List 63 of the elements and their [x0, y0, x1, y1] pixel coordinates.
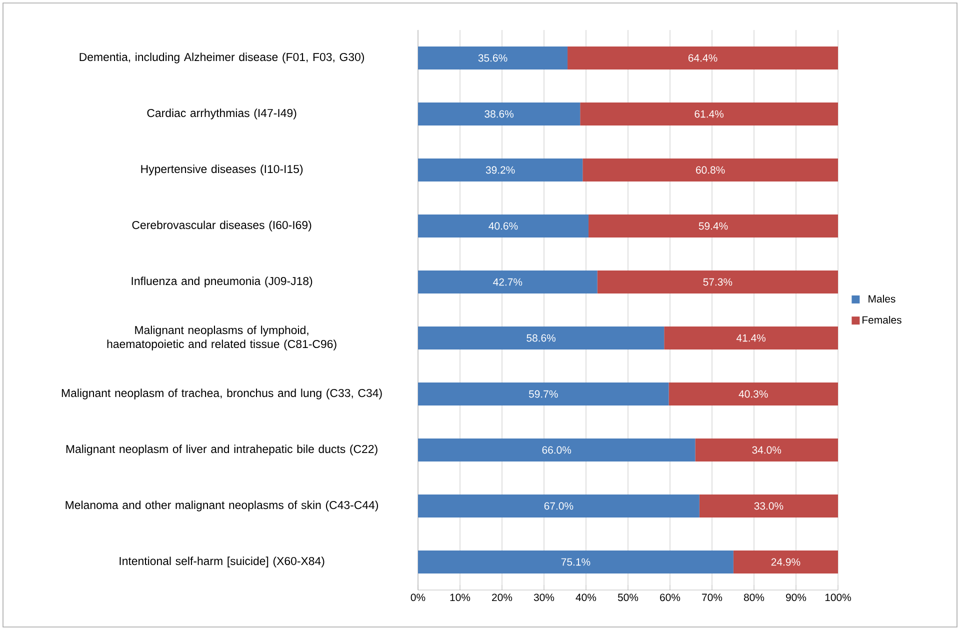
- data-label: 61.4%: [694, 110, 724, 118]
- data-label: 66.0%: [542, 446, 572, 454]
- bar: [418, 438, 696, 462]
- x-tick-label: 30%: [534, 594, 554, 602]
- data-label: 59.4%: [698, 222, 728, 230]
- data-label: 41.4%: [736, 334, 766, 342]
- bar: [418, 214, 589, 238]
- y-tick-label: Hypertensive diseases (I10-I15): [141, 164, 303, 176]
- bar: [695, 438, 838, 462]
- bar: [597, 270, 838, 294]
- data-label: 33.0%: [754, 502, 784, 510]
- bar: [418, 270, 598, 294]
- y-tick-label: Melanoma and other malignant neoplasms of skin (C43-C44): [66, 500, 378, 512]
- data-label: 42.7%: [493, 278, 522, 286]
- y-tick-label: Malignant neoplasm of trachea, bronchus and lung (C33, C34): [62, 388, 382, 400]
- x-tick-label: 40%: [576, 594, 596, 602]
- data-label: 35.6%: [478, 54, 508, 62]
- bar: [664, 326, 838, 350]
- data-label: 34.0%: [752, 446, 782, 454]
- bar: [568, 46, 838, 70]
- x-tick-label: 80%: [744, 594, 764, 602]
- bar: [699, 494, 838, 518]
- data-label: 38.6%: [484, 110, 514, 118]
- data-label: 57.3%: [703, 278, 732, 286]
- y-tick-label: Intentional self-harm [suicide] (X60-X84): [120, 556, 324, 568]
- data-label: 40.3%: [738, 390, 768, 398]
- data-label: 64.4%: [688, 54, 718, 62]
- data-label: 59.7%: [528, 390, 558, 398]
- x-tick-label: 70%: [702, 594, 722, 602]
- y-tick-label: Influenza and pneumonia (J09-J18): [132, 276, 312, 288]
- data-label: 75.1%: [561, 558, 590, 566]
- bar: [418, 550, 734, 574]
- bar: [582, 158, 838, 182]
- data-label: 60.8%: [696, 166, 725, 174]
- bar: [418, 326, 664, 350]
- bar: [588, 214, 838, 238]
- bar: [733, 550, 838, 574]
- data-label: 24.9%: [771, 558, 800, 566]
- bar: [418, 46, 568, 70]
- x-tick-label: 60%: [660, 594, 680, 602]
- bar: [668, 382, 838, 406]
- bar: [418, 158, 583, 182]
- bar: [418, 494, 700, 518]
- legend-label: Females: [862, 316, 902, 324]
- data-label: 58.6%: [526, 334, 556, 342]
- bar: [418, 102, 580, 126]
- bar: [580, 102, 838, 126]
- legend-label: Males: [868, 294, 896, 303]
- y-tick-label: Malignant neoplasm of liver and intrahepatic bile ducts (C22): [66, 444, 378, 456]
- data-label: 39.2%: [486, 166, 515, 174]
- x-tick-label: 90%: [786, 594, 806, 602]
- x-tick-label: 20%: [492, 594, 512, 602]
- x-tick-label: 0%: [410, 594, 426, 602]
- x-tick-label: 10%: [450, 594, 470, 602]
- x-tick-label: 50%: [618, 594, 638, 602]
- data-label: 40.6%: [488, 222, 518, 230]
- y-tick-label: Dementia, including Alzheimer disease (F01, F03, G30): [80, 52, 364, 64]
- bar: [418, 382, 669, 406]
- data-label: 67.0%: [544, 502, 574, 510]
- y-tick-label: Cardiac arrhythmias (I47-I49): [147, 108, 296, 120]
- y-tick-label: Malignant neoplasms of lymphoid, haematopoietic and related tissue (C81-C96): [107, 326, 336, 350]
- x-tick-label: 100%: [825, 594, 851, 602]
- y-tick-label: Cerebrovascular diseases (I60-I69): [132, 220, 312, 232]
